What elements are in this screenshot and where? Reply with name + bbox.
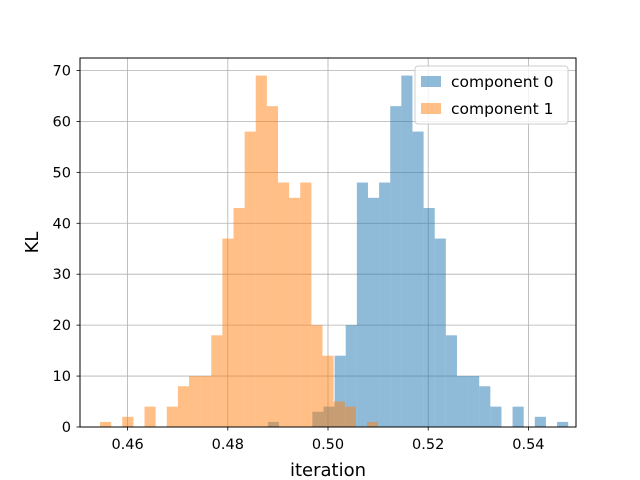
bar-series-1 (244, 131, 256, 428)
bar-series-1 (322, 355, 334, 427)
bar-series-1 (144, 406, 156, 427)
bar-series-0 (345, 325, 357, 427)
y-tick-label: 30 (53, 267, 71, 283)
y-tick-label: 60 (53, 114, 71, 130)
bar-series-1 (255, 75, 267, 428)
bar-series-0 (445, 335, 457, 427)
bar-series-1 (189, 376, 201, 427)
bar-series-0 (456, 376, 469, 427)
bar-series-1 (277, 182, 290, 427)
legend-box (414, 65, 569, 125)
x-axis-label: iteration (290, 460, 366, 480)
bar-series-1 (233, 207, 245, 427)
x-tick-label: 0.52 (412, 437, 444, 453)
bar-series-1 (344, 406, 356, 427)
bar-series-0 (468, 376, 480, 427)
bar-series-0 (390, 106, 402, 427)
y-tick-label: 10 (53, 369, 71, 385)
y-tick-label: 40 (53, 216, 71, 232)
axis-ticks: 0.46 0.48 0.50 0.52 0.54 0 10 20 30 40 50 60 70 (53, 63, 545, 453)
legend-swatch-component-1 (421, 103, 441, 114)
bar-series-1 (211, 335, 223, 427)
bar-series-0 (557, 421, 569, 427)
bar-series-0 (490, 406, 502, 427)
y-axis-label: KL (22, 232, 43, 254)
bar-series-0 (379, 182, 391, 427)
bar-series-0 (334, 355, 346, 427)
legend: component 0 component 1 (414, 65, 569, 125)
bar-series-1 (300, 182, 312, 427)
y-tick-label: 20 (53, 318, 71, 334)
legend-label-component-1: component 1 (451, 100, 553, 118)
bar-series-0 (356, 182, 368, 427)
bar-series-0 (512, 406, 524, 427)
legend-swatch-component-0 (421, 76, 441, 87)
bar-series-1 (166, 406, 178, 427)
bar-series-1 (222, 238, 234, 427)
bar-series-0 (434, 238, 446, 427)
bar-series-1 (366, 421, 379, 427)
bar-series-0 (534, 416, 546, 427)
legend-label-component-0: component 0 (451, 73, 553, 91)
y-tick-label: 0 (62, 420, 71, 436)
bar-series-1 (289, 197, 301, 427)
bar-series-0 (423, 207, 435, 427)
x-tick-label: 0.50 (312, 437, 344, 453)
bar-series-1 (266, 106, 278, 427)
bar-series-0 (401, 75, 413, 428)
bar-series-0 (367, 197, 380, 427)
bar-series-1 (200, 376, 212, 427)
x-tick-label: 0.48 (212, 437, 244, 453)
x-tick-label: 0.54 (512, 437, 544, 453)
bar-series-1 (177, 386, 190, 427)
bar-series-1 (311, 325, 323, 427)
x-tick-label: 0.46 (111, 437, 143, 453)
bar-series-1 (122, 416, 134, 427)
y-tick-label: 70 (53, 63, 71, 79)
histogram-bars (100, 75, 569, 428)
bar-series-1 (333, 401, 345, 427)
y-tick-label: 50 (53, 165, 71, 181)
bar-series-1 (100, 421, 112, 427)
bar-series-0 (412, 131, 424, 428)
bar-series-0 (479, 386, 491, 427)
